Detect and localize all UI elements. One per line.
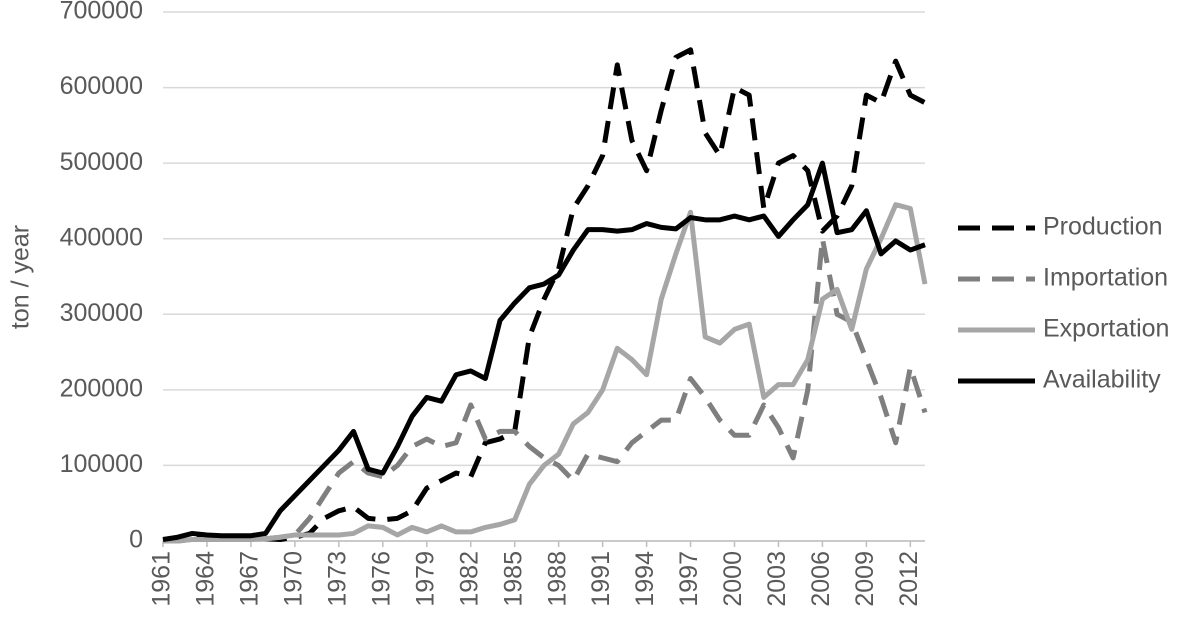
y-tick-label: 100000 bbox=[60, 450, 143, 478]
x-tick-label: 1991 bbox=[587, 551, 615, 607]
x-tick-label: 2003 bbox=[763, 551, 791, 607]
x-tick-label: 2006 bbox=[807, 551, 835, 607]
y-axis-label: ton / year bbox=[7, 225, 35, 329]
y-tick-label: 400000 bbox=[60, 223, 143, 251]
x-tick-label: 1964 bbox=[192, 551, 220, 607]
x-tick-label: 2012 bbox=[895, 551, 923, 607]
x-tick-label: 1970 bbox=[279, 551, 307, 607]
x-tick-label: 2000 bbox=[719, 551, 747, 607]
legend-label: Production bbox=[1043, 213, 1163, 241]
legend-label: Importation bbox=[1043, 264, 1168, 292]
y-tick-label: 200000 bbox=[60, 374, 143, 402]
y-tick-label: 0 bbox=[129, 526, 143, 554]
x-tick-label: 1997 bbox=[675, 551, 703, 607]
y-tick-label: 500000 bbox=[60, 148, 143, 176]
y-tick-label: 700000 bbox=[60, 0, 143, 25]
legend-label: Availability bbox=[1043, 366, 1161, 394]
x-tick-label: 1961 bbox=[148, 551, 176, 607]
legend-label: Exportation bbox=[1043, 315, 1169, 343]
x-tick-label: 1994 bbox=[631, 551, 659, 607]
series-line bbox=[162, 160, 926, 542]
series-line bbox=[163, 202, 928, 544]
x-tick-label: 1985 bbox=[499, 551, 527, 607]
x-tick-label: 2009 bbox=[851, 551, 879, 607]
y-tick-label: 300000 bbox=[60, 299, 143, 327]
x-tick-label: 1976 bbox=[367, 551, 395, 607]
x-tick-label: 1973 bbox=[323, 551, 351, 607]
y-tick-label: 600000 bbox=[60, 72, 143, 100]
x-tick-label: 1982 bbox=[455, 551, 483, 607]
series-line bbox=[162, 47, 927, 544]
series-line bbox=[163, 236, 928, 544]
x-tick-label: 1988 bbox=[543, 551, 571, 607]
x-tick-label: 1979 bbox=[411, 551, 439, 607]
x-tick-label: 1967 bbox=[236, 551, 264, 607]
